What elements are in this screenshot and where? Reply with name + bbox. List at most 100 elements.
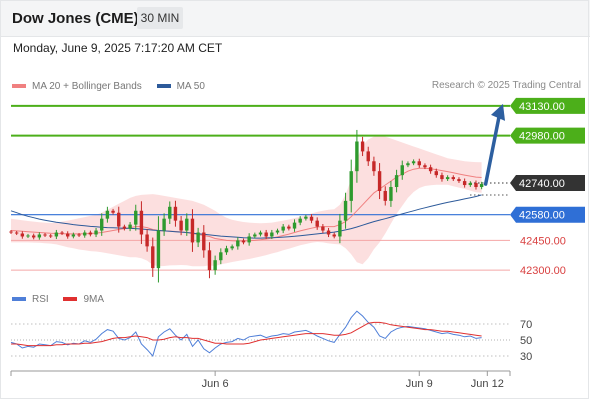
candle-body bbox=[179, 220, 183, 231]
rsi-panel-layer: 70 50 30 bbox=[10, 310, 532, 363]
candle-body bbox=[287, 226, 291, 229]
legend-item-ma50: MA 50 bbox=[156, 81, 205, 92]
candle-body bbox=[219, 252, 223, 261]
candle-body bbox=[94, 230, 98, 235]
candle-body bbox=[275, 230, 280, 233]
candle-body bbox=[111, 210, 115, 213]
candle-body bbox=[332, 234, 336, 237]
candle-body bbox=[37, 234, 42, 238]
candle-body bbox=[202, 232, 206, 251]
credit-text: Research © 2025 Trading Central bbox=[431, 80, 581, 91]
candle-body bbox=[389, 187, 393, 201]
candle-body bbox=[423, 165, 427, 168]
candle-body bbox=[14, 232, 19, 234]
candle-body bbox=[343, 200, 348, 221]
candle-body bbox=[100, 218, 104, 231]
legend-label-rsi: RSI bbox=[32, 293, 49, 305]
candle-body bbox=[88, 232, 93, 235]
legend-item-ma20: MA 20 + Bollinger Bands bbox=[12, 81, 142, 92]
candle-body bbox=[236, 240, 240, 247]
candle-body bbox=[66, 233, 70, 237]
candle-body bbox=[383, 190, 387, 201]
candle-body bbox=[366, 151, 370, 162]
candle-body bbox=[54, 232, 59, 237]
candle-body bbox=[151, 246, 155, 269]
legend-item-rsi: RSI bbox=[12, 294, 49, 305]
candle-body bbox=[71, 234, 76, 237]
candle-body bbox=[400, 165, 404, 176]
candle-body bbox=[474, 183, 478, 188]
candle-body bbox=[270, 232, 274, 237]
candle-body bbox=[230, 246, 234, 249]
projection-arrow-layer bbox=[483, 103, 505, 186]
candle-body bbox=[372, 161, 376, 172]
legend-swatch-9ma bbox=[63, 297, 78, 301]
chart-header: Dow Jones (CME) 30 MIN bbox=[0, 0, 590, 37]
level-label: 42580.00 bbox=[519, 210, 565, 222]
candle-body bbox=[321, 226, 325, 231]
candle-body bbox=[428, 167, 433, 172]
rsi-line bbox=[10, 310, 482, 358]
candle-body bbox=[162, 218, 166, 231]
legend-label-9ma: 9MA bbox=[83, 293, 105, 305]
price-legend: MA 20 + Bollinger Bands MA 50 bbox=[12, 80, 217, 92]
candle-body bbox=[26, 235, 30, 237]
candle-body bbox=[451, 177, 455, 180]
level-label: 42980.00 bbox=[519, 131, 565, 143]
candle-body bbox=[196, 232, 200, 243]
candle-body bbox=[315, 220, 319, 227]
candle-body bbox=[298, 218, 302, 223]
time-tick-label: Jun 6 bbox=[202, 378, 229, 390]
candle-body bbox=[190, 218, 195, 243]
level-label-bg bbox=[510, 127, 585, 144]
candle-body bbox=[360, 141, 365, 152]
level-label: 42300.00 bbox=[520, 265, 566, 277]
candle-body bbox=[445, 177, 450, 180]
candle-body bbox=[309, 216, 314, 221]
level-labels-layer: 43130.00 42980.00 42740.00 42580.00 42450.00… bbox=[510, 97, 585, 277]
candle-body bbox=[247, 236, 251, 243]
candle-body bbox=[9, 231, 13, 233]
candle-body bbox=[406, 163, 410, 166]
candle-body bbox=[462, 181, 467, 186]
candle-body bbox=[304, 216, 308, 219]
rsi-tick-label: 50 bbox=[520, 335, 532, 347]
projection-arrow-head bbox=[491, 103, 505, 121]
time-tick-label: Jun 12 bbox=[471, 378, 504, 390]
candle-body bbox=[168, 206, 172, 219]
candle-body bbox=[264, 232, 268, 237]
candle-body bbox=[185, 218, 189, 231]
timeframe-badge[interactable]: 30 MIN bbox=[137, 7, 183, 29]
level-label-bg bbox=[510, 206, 585, 223]
candle-body bbox=[394, 175, 399, 188]
candle-body bbox=[20, 233, 25, 237]
candle-body bbox=[145, 234, 149, 247]
time-axis-layer: Jun 6 Jun 9 Jun 12 bbox=[10, 370, 511, 390]
candle-body bbox=[117, 212, 121, 227]
candle-body bbox=[377, 171, 382, 191]
candle-body bbox=[411, 161, 416, 164]
candle-body bbox=[241, 240, 246, 243]
rsi-tick-label: 30 bbox=[520, 351, 532, 363]
candle-body bbox=[224, 248, 229, 253]
rsi-tick-label: 70 bbox=[520, 319, 532, 331]
candle-body bbox=[253, 234, 257, 237]
legend-label-ma20: MA 20 + Bollinger Bands bbox=[32, 80, 142, 92]
candle-body bbox=[457, 179, 461, 182]
candle-body bbox=[31, 235, 36, 238]
candle-body bbox=[468, 183, 473, 186]
candle-body bbox=[60, 232, 64, 234]
level-label: 42740.00 bbox=[519, 178, 565, 190]
level-label: 43130.00 bbox=[519, 101, 565, 113]
candle-body bbox=[479, 184, 484, 188]
legend-swatch-rsi bbox=[12, 297, 26, 301]
projection-arrow-shaft bbox=[483, 110, 502, 186]
candle-body bbox=[43, 234, 47, 236]
instrument-title: Dow Jones (CME) bbox=[12, 10, 139, 27]
candle-body bbox=[156, 230, 161, 269]
legend-item-9ma: 9MA bbox=[63, 294, 104, 305]
candle-body bbox=[173, 206, 178, 221]
candle-body bbox=[258, 232, 263, 235]
legend-swatch-ma20 bbox=[12, 84, 26, 88]
